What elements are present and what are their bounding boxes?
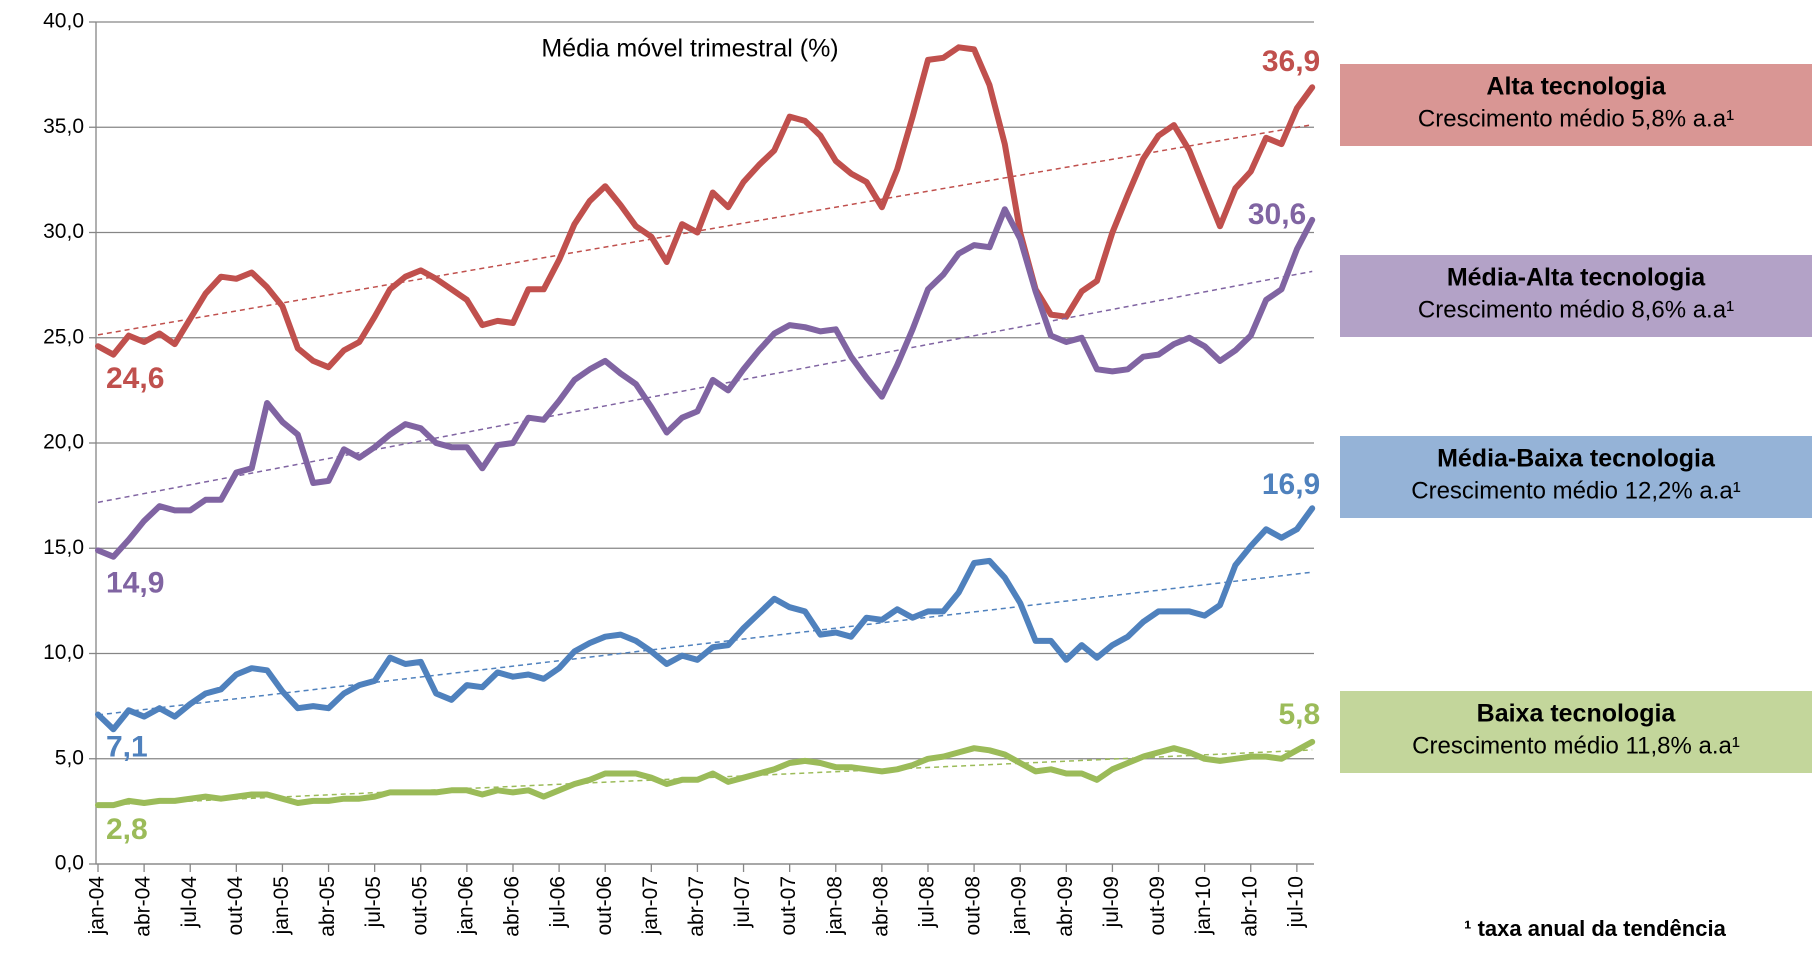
x-tick-label: out-07 [777, 876, 800, 936]
trend-line [97, 270, 1313, 504]
data-label: 30,6 [1248, 198, 1306, 231]
x-tick-label: abr-05 [316, 876, 339, 937]
x-tick-label: jan-07 [639, 876, 662, 935]
x-tick-label: out-05 [408, 876, 431, 936]
y-tick-label: 10,0 [43, 641, 84, 664]
legend-note: Crescimento médio 11,8% a.a¹ [1412, 732, 1740, 759]
x-tick-label: abr-06 [501, 876, 524, 937]
x-tick-label: jan-10 [1192, 876, 1215, 935]
x-tick-label: jan-05 [270, 876, 293, 935]
data-label: 36,9 [1262, 45, 1320, 78]
x-tick-label: jul-10 [1284, 876, 1307, 928]
x-tick-label: jul-04 [178, 876, 201, 929]
x-tick-label: out-09 [1146, 876, 1169, 936]
legend-label: Baixa tecnologia [1477, 700, 1677, 728]
x-tick-label: jul-06 [547, 876, 570, 928]
x-tick-label: jan-09 [1008, 876, 1031, 935]
x-tick-label: abr-10 [1238, 876, 1261, 937]
legend-label: Média-Alta tecnologia [1447, 264, 1706, 292]
chart-subtitle: Média móvel trimestral (%) [541, 35, 838, 63]
x-tick-label: jan-04 [86, 876, 109, 936]
x-tick-label: jan-06 [454, 876, 477, 935]
x-tick-label: out-08 [962, 876, 985, 936]
y-tick-label: 40,0 [43, 10, 84, 33]
x-tick-label: jan-08 [823, 876, 846, 935]
y-tick-label: 0,0 [55, 852, 84, 875]
legend-note: Crescimento médio 12,2% a.a¹ [1411, 477, 1740, 504]
data-label: 5,8 [1279, 698, 1321, 731]
x-tick-label: out-06 [593, 876, 616, 936]
legend-box [1340, 255, 1812, 337]
x-tick-label: abr-07 [685, 876, 708, 937]
legend-note: Crescimento médio 8,6% a.a¹ [1418, 296, 1734, 323]
series-line [95, 738, 1316, 809]
legend-label: Média-Baixa tecnologia [1437, 445, 1716, 473]
legend-box [1340, 691, 1812, 773]
legend-label: Alta tecnologia [1486, 73, 1666, 101]
series-line [95, 505, 1316, 733]
trend-line [97, 123, 1313, 336]
series-line [95, 206, 1316, 560]
x-tick-label: jul-09 [1100, 876, 1123, 928]
y-tick-label: 5,0 [55, 746, 84, 769]
x-tick-label: out-04 [224, 876, 247, 936]
y-tick-label: 20,0 [43, 431, 84, 454]
series-line [95, 44, 1316, 371]
data-label: 2,8 [106, 813, 148, 846]
data-label: 7,1 [106, 730, 148, 763]
y-tick-label: 25,0 [43, 325, 84, 348]
data-label: 14,9 [106, 566, 164, 599]
y-tick-label: 35,0 [43, 115, 84, 138]
footnote: ¹ taxa anual da tendência [1464, 916, 1726, 941]
x-tick-label: jul-07 [731, 876, 754, 928]
y-tick-label: 15,0 [43, 536, 84, 559]
x-tick-label: abr-04 [132, 876, 155, 937]
data-label: 24,6 [106, 362, 164, 395]
legend-note: Crescimento médio 5,8% a.a¹ [1418, 105, 1734, 132]
x-tick-label: jul-05 [362, 876, 385, 928]
legend-box [1340, 64, 1812, 146]
x-tick-label: jul-08 [916, 876, 939, 928]
x-tick-label: abr-08 [869, 876, 892, 937]
x-tick-label: abr-09 [1054, 876, 1077, 937]
legend-box [1340, 436, 1812, 518]
trend-line [97, 571, 1313, 716]
y-tick-label: 30,0 [43, 220, 84, 243]
data-label: 16,9 [1262, 468, 1320, 501]
